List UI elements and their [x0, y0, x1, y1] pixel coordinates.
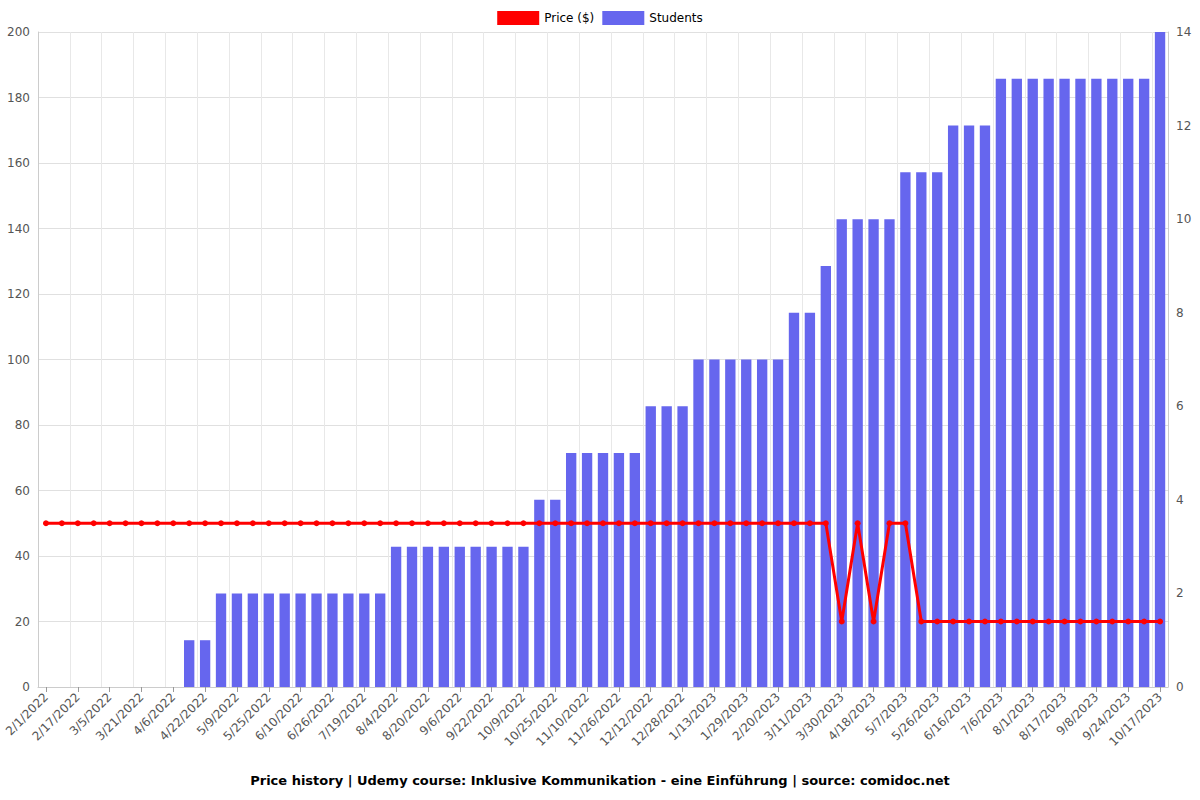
- svg-text:5/7/2023: 5/7/2023: [862, 690, 911, 738]
- svg-text:0: 0: [22, 680, 30, 694]
- svg-text:8/4/2022: 8/4/2022: [353, 690, 401, 738]
- svg-text:3/5/2022: 3/5/2022: [66, 690, 115, 738]
- svg-text:3/11/2023: 3/11/2023: [761, 690, 815, 744]
- svg-text:8/20/2022: 8/20/2022: [379, 690, 433, 744]
- svg-text:140: 140: [7, 222, 30, 236]
- svg-text:20: 20: [15, 615, 30, 629]
- svg-text:5/9/2022: 5/9/2022: [193, 690, 242, 738]
- svg-text:6: 6: [1176, 399, 1184, 413]
- svg-text:3/21/2022: 3/21/2022: [93, 690, 147, 744]
- svg-text:2/1/2022: 2/1/2022: [2, 690, 51, 738]
- svg-text:Price history | Udemy course:: Price history | Udemy course: Inklusive …: [250, 773, 950, 788]
- svg-text:2: 2: [1176, 586, 1184, 600]
- svg-text:40: 40: [15, 549, 30, 563]
- svg-text:9/24/2023: 9/24/2023: [1079, 690, 1134, 744]
- svg-text:9/22/2022: 9/22/2022: [443, 690, 497, 744]
- svg-text:12: 12: [1176, 119, 1191, 133]
- svg-text:7/6/2023: 7/6/2023: [957, 690, 1006, 738]
- svg-text:180: 180: [7, 91, 30, 105]
- svg-text:120: 120: [7, 287, 30, 301]
- svg-text:0: 0: [1176, 680, 1184, 694]
- svg-text:60: 60: [15, 484, 30, 498]
- svg-text:10/17/2023: 10/17/2023: [1106, 690, 1165, 749]
- svg-text:11/26/2022: 11/26/2022: [565, 690, 624, 749]
- svg-text:6/26/2022: 6/26/2022: [284, 690, 338, 744]
- svg-text:8: 8: [1176, 306, 1184, 320]
- svg-text:9/6/2022: 9/6/2022: [416, 690, 465, 738]
- svg-text:12/12/2022: 12/12/2022: [597, 690, 656, 749]
- svg-text:6/16/2023: 6/16/2023: [920, 690, 974, 744]
- svg-text:6/10/2022: 6/10/2022: [252, 690, 306, 744]
- svg-text:5/25/2022: 5/25/2022: [220, 690, 274, 744]
- svg-text:5/26/2023: 5/26/2023: [888, 690, 943, 744]
- svg-text:4/6/2022: 4/6/2022: [130, 690, 179, 738]
- svg-text:8/17/2023: 8/17/2023: [1016, 690, 1070, 744]
- svg-text:3/30/2023: 3/30/2023: [793, 690, 847, 744]
- svg-text:4: 4: [1176, 493, 1184, 507]
- svg-text:1/13/2023: 1/13/2023: [666, 690, 720, 744]
- svg-text:9/8/2023: 9/8/2023: [1053, 690, 1102, 738]
- svg-text:7/19/2022: 7/19/2022: [315, 690, 370, 744]
- svg-text:4/22/2022: 4/22/2022: [156, 690, 211, 744]
- svg-text:100: 100: [7, 353, 30, 367]
- svg-text:4/18/2023: 4/18/2023: [825, 690, 879, 744]
- svg-text:2/17/2022: 2/17/2022: [29, 690, 83, 744]
- svg-text:10/9/2022: 10/9/2022: [475, 690, 529, 744]
- svg-text:8/1/2023: 8/1/2023: [989, 690, 1038, 738]
- svg-text:14: 14: [1176, 25, 1191, 39]
- svg-text:Price ($): Price ($): [544, 11, 594, 25]
- svg-text:200: 200: [7, 25, 30, 39]
- svg-text:Students: Students: [649, 11, 703, 25]
- svg-text:160: 160: [7, 156, 30, 170]
- svg-text:12/28/2022: 12/28/2022: [628, 690, 688, 749]
- svg-text:11/10/2022: 11/10/2022: [533, 690, 592, 749]
- svg-text:10/25/2022: 10/25/2022: [501, 690, 561, 749]
- svg-text:1/29/2023: 1/29/2023: [697, 690, 752, 744]
- svg-text:2/20/2023: 2/20/2023: [729, 690, 783, 744]
- svg-text:80: 80: [15, 418, 30, 432]
- svg-text:10: 10: [1176, 212, 1191, 226]
